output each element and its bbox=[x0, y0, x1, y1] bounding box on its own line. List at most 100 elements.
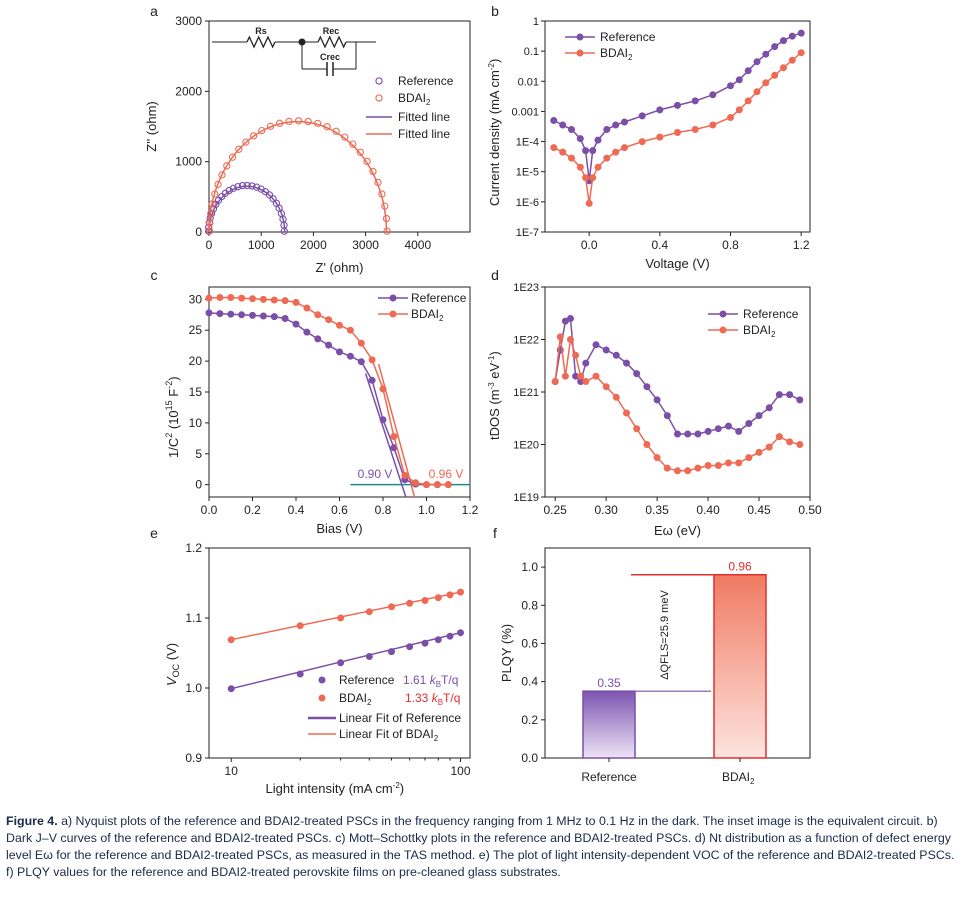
legend-label-fit-reference: Linear Fit of Reference bbox=[339, 711, 461, 725]
data-point-bdai2 bbox=[582, 377, 590, 385]
data-point-bdai2 bbox=[365, 608, 373, 616]
data-point-bdai2 bbox=[762, 79, 770, 87]
data-point-bdai2 bbox=[270, 296, 278, 304]
data-point-bdai2 bbox=[296, 622, 304, 630]
data-point-bdai2 bbox=[214, 180, 222, 189]
legend-label-reference: Reference bbox=[411, 291, 467, 305]
x-tick-label: 0.6 bbox=[331, 503, 348, 517]
series-line-bdai2 bbox=[554, 336, 800, 472]
data-point-reference bbox=[612, 351, 620, 359]
data-point-reference bbox=[234, 183, 242, 191]
y-tick-label: 30 bbox=[189, 292, 203, 306]
data-point-reference bbox=[684, 430, 692, 438]
data-point-reference bbox=[674, 101, 682, 109]
data-point-bdai2 bbox=[223, 162, 231, 170]
data-point-reference bbox=[725, 422, 733, 430]
data-point-bdai2 bbox=[585, 199, 593, 207]
y-tick-label: 0 bbox=[195, 225, 202, 239]
data-point-bdai2 bbox=[228, 153, 237, 161]
panel-f-plqy: f 0.0 0.2 0.4 0.6 0.8 1.0 PLQY (%) 0.35 0.96 Refer… bbox=[493, 525, 811, 786]
data-point-bdai2 bbox=[594, 163, 602, 171]
data-point-bdai2 bbox=[653, 454, 661, 462]
data-point-reference bbox=[704, 427, 712, 435]
data-point-bdai2 bbox=[456, 588, 464, 596]
data-point-bdai2 bbox=[249, 132, 258, 140]
legend-marker-bdai2 bbox=[375, 94, 383, 102]
x-tick-label: 1.2 bbox=[793, 238, 810, 252]
panel-e-voc-light: e 10 100 0.9 1.0 1.1 1.2 Light intensity (mA cm… bbox=[150, 525, 471, 796]
x-category-label-reference: Reference bbox=[581, 770, 637, 784]
y-tick-label: 0 bbox=[195, 478, 202, 492]
data-point-bdai2 bbox=[684, 467, 692, 475]
data-point-bdai2 bbox=[325, 316, 333, 324]
series-line-reference bbox=[554, 317, 801, 435]
data-point-bdai2 bbox=[206, 219, 214, 227]
x-tick-label: 0.4 bbox=[651, 238, 668, 252]
data-point-reference bbox=[762, 50, 770, 58]
inset-label-crec: Crec bbox=[320, 52, 340, 62]
data-point-reference bbox=[303, 328, 311, 336]
data-point-bdai2 bbox=[390, 432, 398, 440]
caption-text: a) Nyquist plots of the reference and BD… bbox=[6, 814, 955, 879]
y-tick-label: 0.1 bbox=[524, 46, 539, 58]
data-point-reference bbox=[612, 121, 620, 129]
data-point-bdai2 bbox=[433, 481, 441, 489]
panel-letter: c bbox=[151, 267, 158, 283]
y-tick-label: 0.001 bbox=[511, 106, 539, 118]
x-tick-label: 0.45 bbox=[747, 503, 771, 517]
data-point-bdai2 bbox=[383, 227, 391, 235]
data-point-reference bbox=[335, 348, 343, 356]
data-point-bdai2 bbox=[401, 471, 409, 479]
panel-letter: d bbox=[491, 267, 499, 283]
data-point-bdai2 bbox=[238, 294, 246, 302]
y-tick-label: 20 bbox=[189, 354, 203, 368]
qfls-annotation: ΔQFLS=25.9 meV bbox=[659, 590, 671, 680]
legend-slope-bdai2: 1.33 kBT/q bbox=[405, 691, 460, 707]
y-axis-label: PLQY (%) bbox=[499, 624, 514, 682]
data-point-bdai2 bbox=[207, 209, 215, 218]
x-tick-label: 0.50 bbox=[798, 503, 822, 517]
data-point-bdai2 bbox=[674, 128, 682, 136]
x-tick-label: 0.0 bbox=[581, 238, 598, 252]
data-point-bdai2 bbox=[623, 409, 631, 417]
data-point-bdai2 bbox=[612, 393, 620, 401]
data-point-reference bbox=[623, 359, 631, 367]
legend-label-bdai2: BDAI2 bbox=[743, 323, 776, 339]
data-point-reference bbox=[633, 370, 641, 378]
data-point-reference bbox=[368, 376, 376, 384]
x-tick-label: 0.35 bbox=[645, 503, 669, 517]
y-tick-label: 0.01 bbox=[518, 76, 539, 88]
data-point-bdai2 bbox=[292, 298, 300, 306]
legend-marker-reference bbox=[318, 676, 326, 684]
data-point-reference bbox=[771, 43, 779, 51]
data-point-reference bbox=[225, 186, 233, 195]
data-point-reference bbox=[270, 313, 278, 321]
data-point-bdai2 bbox=[603, 154, 611, 162]
data-point-bdai2 bbox=[621, 144, 629, 152]
data-point-bdai2 bbox=[788, 56, 796, 64]
data-point-bdai2 bbox=[725, 459, 733, 467]
data-point-bdai2 bbox=[369, 167, 377, 176]
legend-label-bdai2: BDAI2 bbox=[398, 91, 431, 107]
legend-label-reference: Reference bbox=[339, 673, 395, 687]
data-point-reference bbox=[365, 653, 373, 661]
x-tick-label: 0.25 bbox=[544, 503, 568, 517]
data-point-reference bbox=[568, 126, 576, 134]
data-point-reference bbox=[280, 227, 288, 235]
y-tick-label: 1E-6 bbox=[516, 197, 539, 209]
y-axis-label: tDOS (m-3 eV-1) bbox=[487, 351, 502, 440]
data-point-reference bbox=[205, 309, 213, 317]
data-point-reference bbox=[744, 67, 752, 75]
resistor-rs bbox=[246, 35, 276, 49]
y-tick-label: 1E19 bbox=[513, 492, 539, 504]
data-point-bdai2 bbox=[379, 385, 387, 393]
data-point-reference bbox=[656, 106, 664, 114]
data-point-bdai2 bbox=[663, 464, 671, 472]
data-point-bdai2 bbox=[780, 64, 788, 72]
y-tick-label: 0.6 bbox=[521, 636, 538, 650]
data-point-bdai2 bbox=[314, 311, 322, 319]
bar-value-label: 0.35 bbox=[597, 676, 621, 690]
data-point-bdai2 bbox=[374, 178, 382, 187]
data-point-reference bbox=[281, 314, 289, 322]
panel-letter: f bbox=[493, 525, 497, 541]
